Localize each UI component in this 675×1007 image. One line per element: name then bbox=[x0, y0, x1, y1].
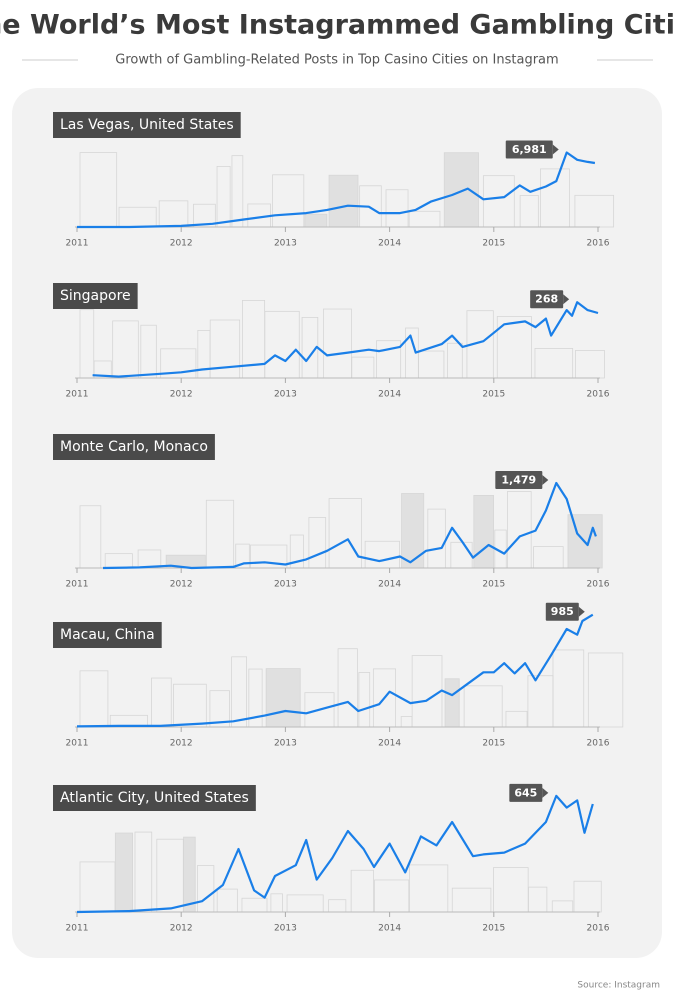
skyline-decoration bbox=[265, 668, 301, 728]
city-label: Monte Carlo, Monaco bbox=[60, 439, 208, 455]
page-title: The World’s Most Instagrammed Gambling C… bbox=[0, 10, 675, 41]
value-label: 1,479 bbox=[501, 473, 536, 486]
city-label: Singapore bbox=[60, 288, 131, 304]
x-tick-label: 2016 bbox=[587, 580, 610, 590]
skyline-decoration bbox=[443, 152, 479, 228]
x-tick-label: 2011 bbox=[66, 739, 89, 749]
data-line bbox=[92, 301, 599, 378]
x-tick-label: 2014 bbox=[378, 924, 401, 934]
x-tick-label: 2014 bbox=[378, 239, 401, 249]
skyline-decoration bbox=[183, 836, 196, 913]
value-label: 985 bbox=[551, 605, 574, 618]
value-label-pointer bbox=[563, 294, 570, 305]
value-label-pointer bbox=[542, 474, 549, 485]
x-tick-label: 2015 bbox=[482, 580, 505, 590]
skyline-decoration bbox=[587, 652, 624, 728]
skyline-decoration bbox=[304, 213, 328, 228]
skyline-decoration bbox=[401, 493, 425, 569]
x-tick-label: 2012 bbox=[170, 239, 193, 249]
x-tick-label: 2016 bbox=[587, 739, 610, 749]
subtitle: Growth of Gambling-Related Posts in Top … bbox=[115, 53, 558, 68]
x-tick-label: 2012 bbox=[170, 580, 193, 590]
x-tick-label: 2011 bbox=[66, 239, 89, 249]
data-line bbox=[77, 151, 596, 229]
skyline-decoration bbox=[328, 174, 359, 228]
data-line bbox=[102, 481, 597, 570]
x-tick-label: 2016 bbox=[587, 239, 610, 249]
x-tick-label: 2011 bbox=[66, 390, 89, 400]
city-label-box bbox=[53, 283, 138, 309]
x-tick-label: 2011 bbox=[66, 924, 89, 934]
x-tick-label: 2015 bbox=[482, 924, 505, 934]
panel-background bbox=[12, 88, 662, 958]
x-tick-label: 2015 bbox=[482, 239, 505, 249]
value-label-box bbox=[505, 140, 553, 159]
city-label: Macau, China bbox=[60, 627, 155, 643]
x-tick-label: 2013 bbox=[274, 390, 297, 400]
city-label-box bbox=[53, 622, 162, 648]
value-label-pointer bbox=[578, 606, 585, 617]
x-tick-label: 2014 bbox=[378, 739, 401, 749]
x-tick-label: 2011 bbox=[66, 580, 89, 590]
x-tick-label: 2015 bbox=[482, 739, 505, 749]
x-tick-label: 2015 bbox=[482, 390, 505, 400]
value-label: 6,981 bbox=[512, 143, 547, 156]
value-label-box bbox=[495, 470, 543, 489]
value-label-box bbox=[545, 602, 579, 621]
x-tick-label: 2012 bbox=[170, 739, 193, 749]
value-label: 268 bbox=[535, 293, 558, 306]
value-label-box bbox=[509, 783, 543, 802]
value-label-pointer bbox=[542, 787, 549, 798]
source: Source: Instagram bbox=[577, 981, 660, 991]
x-tick-label: 2013 bbox=[274, 739, 297, 749]
city-label-box bbox=[53, 434, 215, 460]
value-label: 645 bbox=[514, 786, 537, 799]
x-tick-label: 2014 bbox=[378, 580, 401, 590]
value-label-pointer bbox=[552, 144, 559, 155]
data-line bbox=[76, 613, 594, 728]
city-label: Atlantic City, United States bbox=[60, 790, 249, 806]
skyline-decoration bbox=[473, 495, 494, 569]
x-tick-label: 2013 bbox=[274, 580, 297, 590]
x-tick-label: 2016 bbox=[587, 390, 610, 400]
value-label-box bbox=[530, 290, 564, 309]
skyline-decoration bbox=[444, 678, 460, 728]
city-label: Las Vegas, United States bbox=[60, 117, 234, 133]
skyline-decoration bbox=[114, 832, 133, 913]
x-tick-label: 2013 bbox=[274, 924, 297, 934]
data-line bbox=[76, 794, 594, 914]
x-tick-label: 2013 bbox=[274, 239, 297, 249]
city-label-box bbox=[53, 785, 256, 811]
x-tick-label: 2012 bbox=[170, 390, 193, 400]
x-tick-label: 2016 bbox=[587, 924, 610, 934]
x-tick-label: 2014 bbox=[378, 390, 401, 400]
city-label-box bbox=[53, 112, 241, 138]
x-tick-label: 2012 bbox=[170, 924, 193, 934]
